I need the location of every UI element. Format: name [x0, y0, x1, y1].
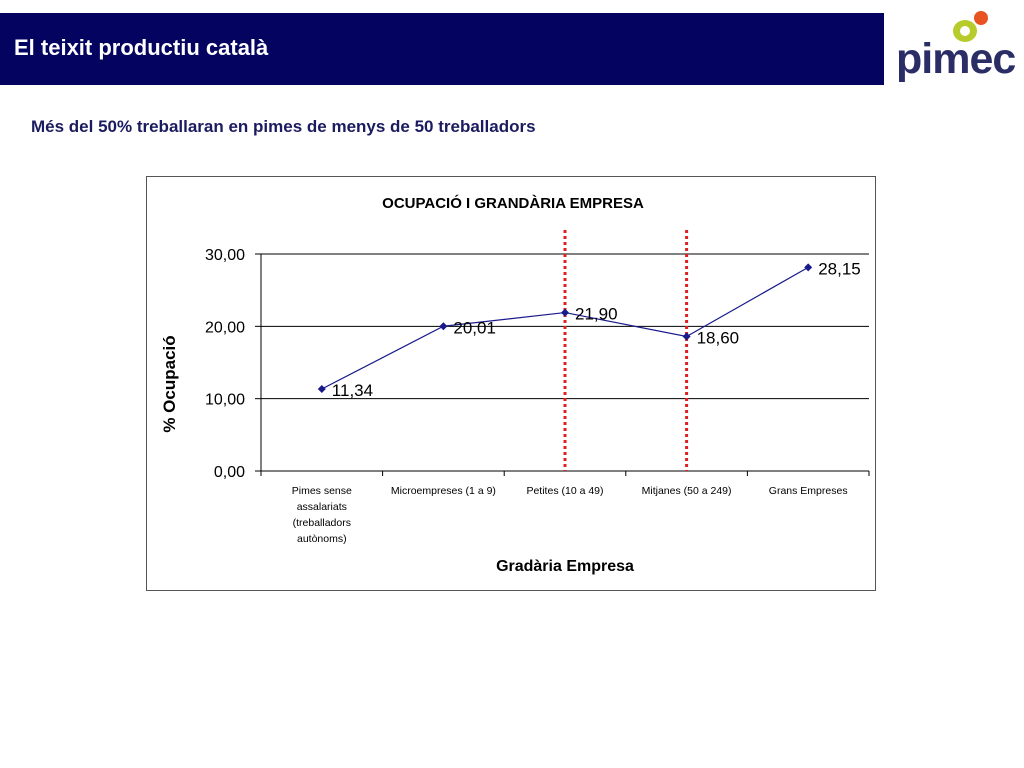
x-tick-label: Grans Empreses	[769, 485, 848, 497]
data-label: 21,90	[575, 305, 618, 324]
data-label: 11,34	[332, 381, 373, 400]
line-chart: OCUPACIÓ I GRANDÀRIA EMPRESA % Ocupació …	[160, 194, 870, 575]
slide-subtitle: Més del 50% treballaran en pimes de meny…	[31, 117, 536, 136]
y-tick-label: 20,00	[205, 319, 245, 336]
data-point-marker	[561, 308, 569, 317]
y-tick-label: 0,00	[214, 464, 245, 481]
header-bar: El teixit productiu català	[0, 13, 884, 85]
y-tick-label: 30,00	[205, 247, 245, 264]
data-point-marker	[682, 332, 691, 341]
data-point-marker	[317, 384, 326, 393]
y-axis-label: % Ocupació	[160, 335, 179, 432]
x-tick-label: Mitjanes (50 a 249)	[642, 485, 732, 497]
page-title: El teixit productiu català	[14, 35, 269, 60]
logo-mark-icon	[953, 11, 988, 42]
data-point-marker	[439, 322, 448, 331]
pimec-logo: pimec	[893, 6, 1016, 86]
x-tick-label: Microempreses (1 a 9)	[391, 485, 496, 497]
chart-title: OCUPACIÓ I GRANDÀRIA EMPRESA	[382, 194, 644, 212]
data-label: 18,60	[697, 328, 740, 347]
x-tick-label: Petites (10 a 49)	[526, 485, 603, 497]
x-tick-label: Pimes sense assalariats (treballadors autòn…	[292, 485, 352, 545]
y-tick-label: 10,00	[205, 392, 245, 409]
data-label: 28,15	[818, 259, 861, 278]
chart-container: OCUPACIÓ I GRANDÀRIA EMPRESA % Ocupació …	[146, 176, 876, 591]
data-label: 20,01	[453, 318, 496, 337]
x-axis-label: Gradària Empresa	[496, 558, 634, 575]
logo-text: pimec	[896, 35, 1016, 83]
data-point-marker	[804, 263, 813, 272]
